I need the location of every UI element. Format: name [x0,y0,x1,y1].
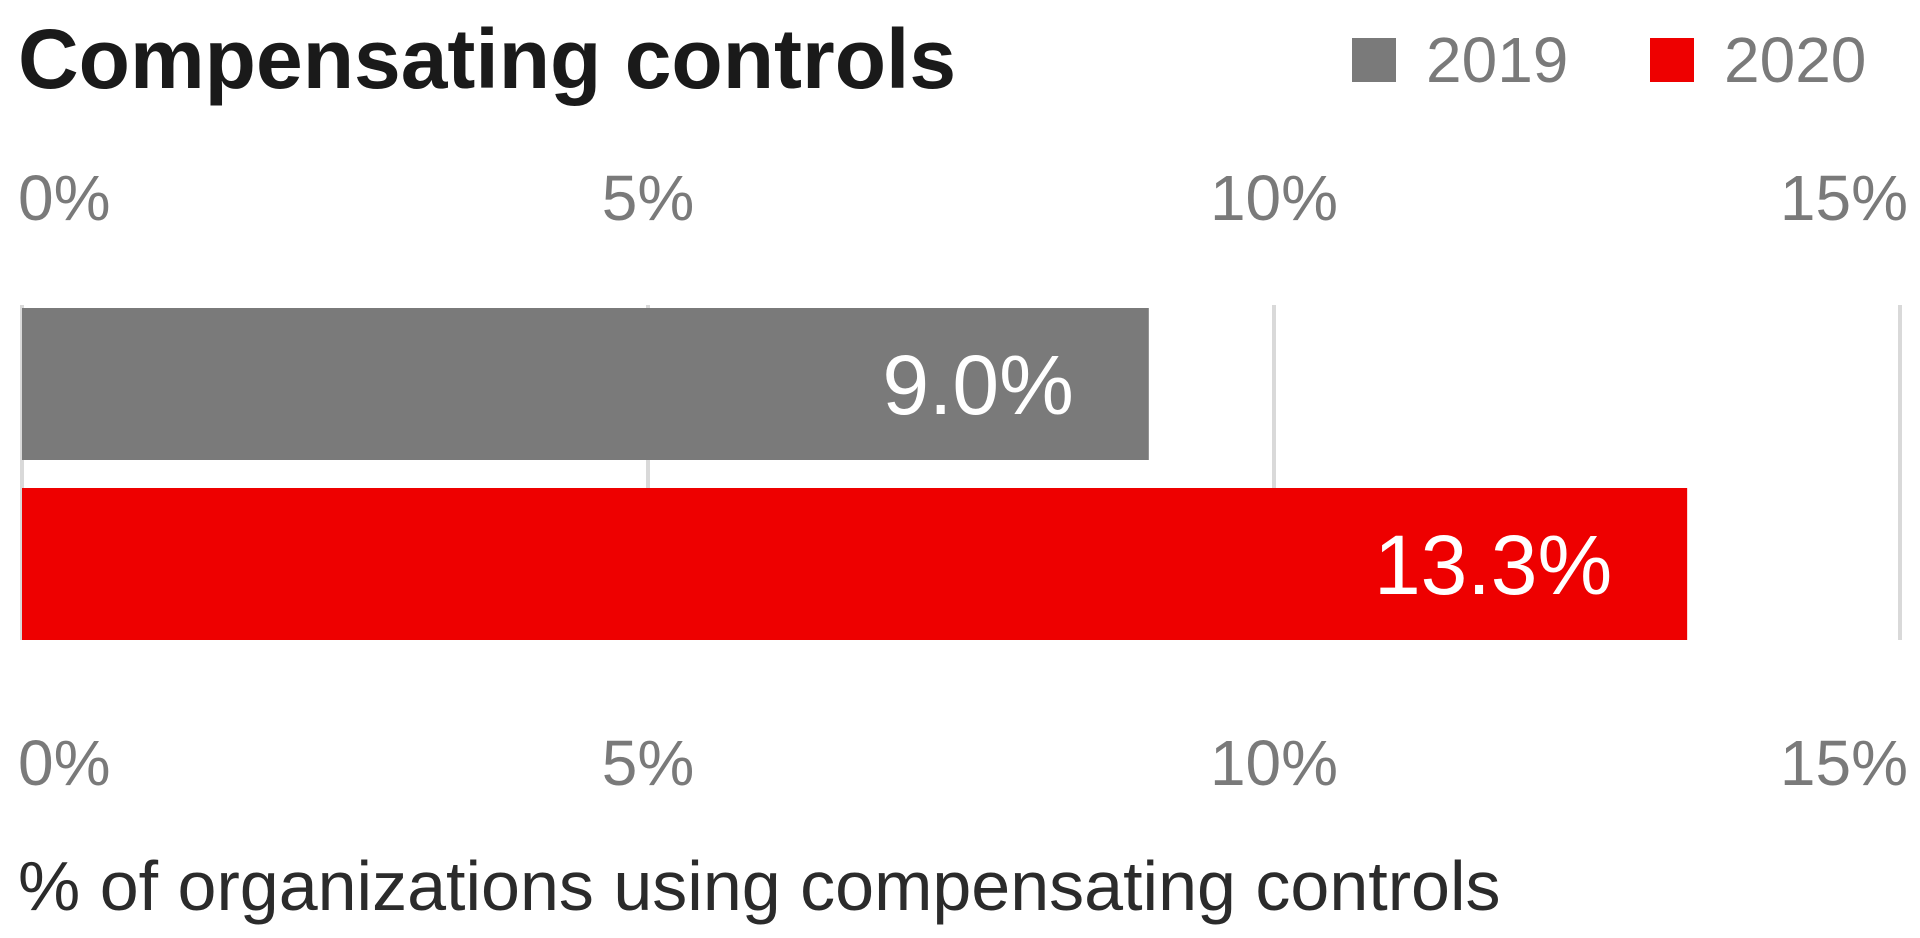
x-axis-title: % of organizations using compensating co… [18,847,1501,925]
legend: 2019 2020 [1352,24,1866,96]
tick-label-bottom-10: 10% [1210,727,1338,799]
tick-label-top-0: 0% [18,162,111,234]
legend-swatch-2020 [1650,38,1694,82]
legend-label-2019: 2019 [1426,24,1568,96]
x-axis-bottom: 0% 5% 10% 15% [18,727,1908,799]
bar-2019 [22,308,1149,460]
tick-label-top-15: 15% [1780,162,1908,234]
tick-label-top-10: 10% [1210,162,1338,234]
tick-label-bottom-15: 15% [1780,727,1908,799]
chart-title: Compensating controls [18,12,956,106]
bar-2020 [22,488,1688,640]
tick-label-bottom-5: 5% [602,727,695,799]
bar-value-label-2020: 13.3% [1374,518,1612,612]
x-axis-top: 0% 5% 10% 15% [18,162,1908,234]
tick-label-top-5: 5% [602,162,695,234]
bar-value-label-2019: 9.0% [882,338,1073,432]
legend-swatch-2019 [1352,38,1396,82]
tick-label-bottom-0: 0% [18,727,111,799]
legend-label-2020: 2020 [1724,24,1866,96]
bars: 9.0% 13.3% [22,308,1688,640]
